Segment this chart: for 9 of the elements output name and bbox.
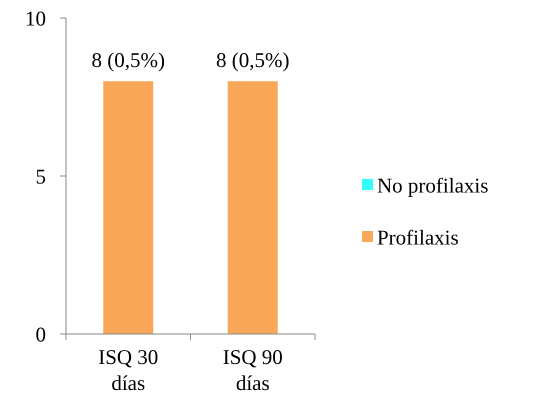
data-label: 8 (0,5%) xyxy=(92,48,165,72)
x-tick-label: ISQ 90 días xyxy=(222,345,283,395)
x-tick-label: ISQ 30 días xyxy=(98,345,158,395)
y-tick-label: 10 xyxy=(25,6,46,30)
legend-label: Profilaxis xyxy=(377,225,459,250)
data-label: 8 (0,5%) xyxy=(216,48,290,72)
y-tick-label: 0 xyxy=(36,322,46,346)
legend-label: No profilaxis xyxy=(377,173,488,198)
y-tick-label: 5 xyxy=(36,164,46,188)
